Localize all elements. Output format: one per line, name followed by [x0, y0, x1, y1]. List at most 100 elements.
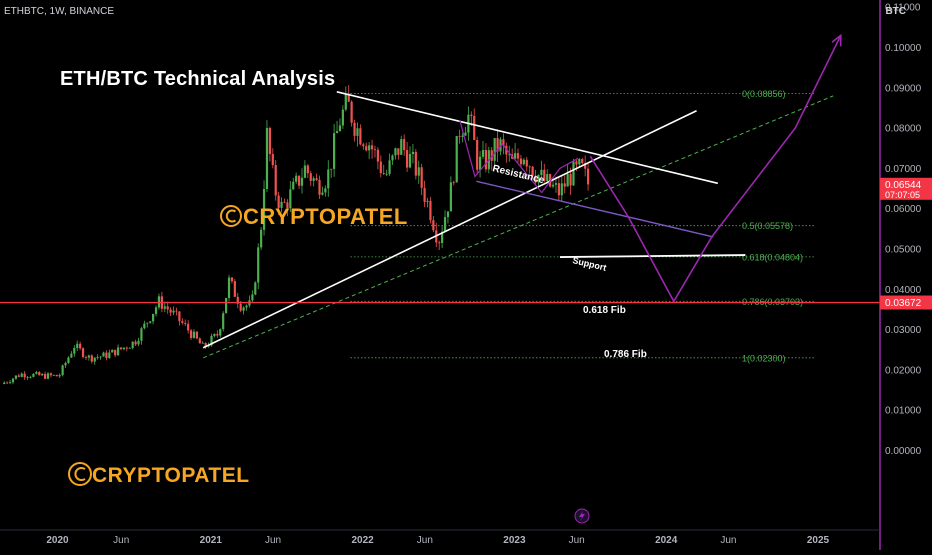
candle: [522, 158, 525, 166]
candle: [534, 169, 537, 186]
candle: [546, 169, 549, 184]
candle-body: [140, 328, 143, 341]
candle-body: [490, 150, 493, 161]
candle-body: [420, 167, 423, 188]
candle: [87, 354, 90, 361]
candle: [446, 211, 450, 224]
candle: [11, 377, 15, 385]
candle-body: [44, 373, 47, 379]
candle: [181, 318, 184, 325]
candle: [327, 160, 330, 197]
candle-body: [216, 333, 219, 336]
candle: [140, 326, 143, 345]
candle: [563, 175, 566, 194]
candle: [449, 176, 452, 212]
candle-body: [102, 352, 105, 357]
candle: [262, 180, 266, 236]
candle-body: [149, 321, 152, 323]
candle: [152, 313, 155, 325]
candle: [318, 175, 321, 200]
candle-body: [116, 347, 120, 356]
candle-body: [55, 374, 58, 377]
candle-body: [8, 382, 12, 384]
candle-body: [84, 356, 88, 358]
candle: [134, 339, 137, 346]
candle-body: [271, 154, 274, 166]
candle-body: [388, 160, 391, 174]
candle: [195, 331, 199, 340]
candle-body: [315, 178, 318, 181]
logo-c: [74, 466, 86, 482]
candle-body: [359, 128, 362, 145]
fib-level-label: 0.5(0.05578): [742, 221, 793, 231]
candle-body: [368, 145, 371, 151]
candle-body: [152, 313, 155, 322]
candle-body: [540, 169, 543, 175]
fib-level-label: 0.786(0.03703): [742, 297, 803, 307]
candle: [365, 142, 368, 152]
candle-body: [169, 309, 172, 313]
candle: [187, 320, 190, 334]
candle: [192, 329, 196, 339]
candle: [248, 295, 251, 308]
candle-body: [178, 311, 181, 322]
candle-body: [236, 296, 239, 304]
candle-body: [470, 114, 473, 117]
candle-body: [143, 323, 146, 329]
candle-body: [172, 310, 175, 313]
candle: [283, 198, 286, 204]
candle-body: [525, 159, 528, 167]
brand-text-main: CRYPTOPATEL: [243, 204, 408, 229]
candle: [26, 375, 29, 380]
candle: [175, 307, 178, 316]
candle: [370, 139, 374, 159]
candle-body: [306, 165, 309, 174]
candle: [443, 210, 447, 233]
candle: [312, 176, 315, 187]
candle-body: [251, 294, 254, 301]
candle: [543, 163, 546, 183]
candle-body: [572, 161, 575, 186]
candle-body: [122, 347, 126, 350]
candle: [493, 138, 496, 165]
candle-body: [493, 138, 496, 161]
fib-levels: 0(0.08856) 0.5(0.05578) 0.618(0.04804) 0.78…: [350, 89, 815, 363]
candle: [157, 293, 161, 310]
candle-body: [213, 333, 216, 336]
candle: [46, 372, 50, 380]
candle-body: [90, 355, 93, 362]
logo-c: [225, 209, 237, 223]
candle-body: [154, 307, 158, 314]
candle: [210, 333, 213, 347]
candle: [216, 330, 219, 338]
candle-body: [528, 166, 531, 168]
candle-body: [61, 365, 64, 376]
time-tick-label: Jun: [417, 535, 433, 546]
candle: [414, 148, 417, 180]
candle-body: [478, 156, 482, 170]
time-tick-label: 2025: [807, 535, 830, 546]
candle: [268, 126, 271, 162]
candle: [368, 142, 371, 160]
candle: [405, 141, 409, 172]
candle-body: [227, 277, 231, 298]
candle-body: [333, 133, 336, 169]
time-tick-label: 2024: [655, 535, 678, 546]
price-tick-label: 0.09000: [885, 83, 922, 94]
candle-body: [219, 329, 222, 336]
candle: [213, 333, 216, 338]
candle-body: [438, 242, 441, 244]
fib-level-label: 0(0.08856): [742, 89, 786, 99]
candle: [245, 304, 248, 311]
candle: [516, 148, 520, 163]
candle-body: [408, 154, 412, 168]
candle: [420, 163, 423, 196]
symbol-label: ETHBTC, 1W, BINANCE: [4, 6, 115, 17]
candle: [554, 176, 558, 193]
candle-body: [551, 184, 555, 187]
candle: [29, 375, 32, 379]
candle-body: [356, 128, 359, 136]
candle-body: [476, 139, 479, 170]
